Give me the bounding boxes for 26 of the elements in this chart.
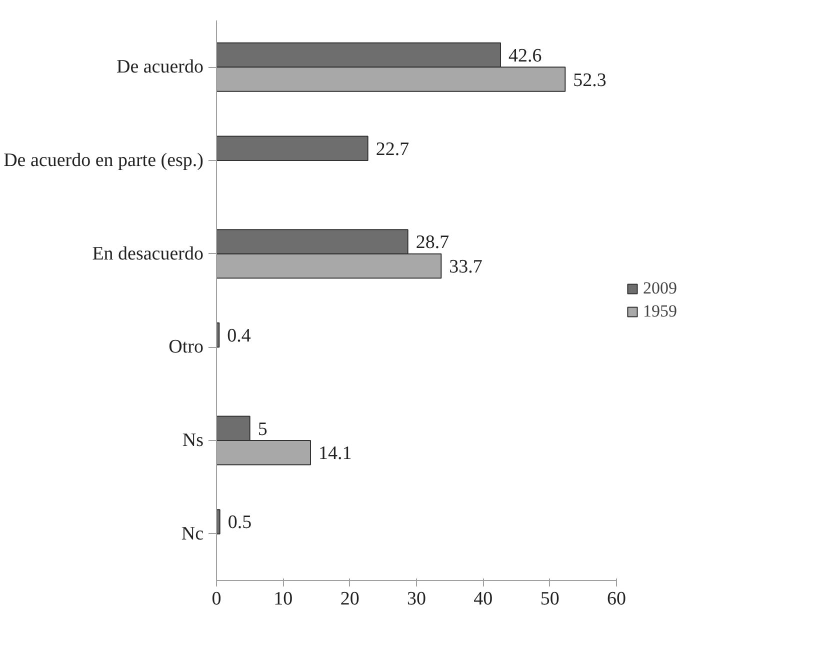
data-label: 22.7 xyxy=(376,138,410,160)
data-label: 0.4 xyxy=(227,326,252,347)
y-tick-label: De acuerdo en parte (esp.) xyxy=(4,150,204,171)
data-label: 42.6 xyxy=(508,46,542,67)
y-tick-label: De acuerdo xyxy=(116,56,204,78)
bar xyxy=(216,136,368,161)
x-tick-label: 50 xyxy=(540,588,560,610)
legend-label: 1959 xyxy=(643,302,677,322)
data-label: 5 xyxy=(258,418,268,440)
x-tick-label: 40 xyxy=(474,588,493,610)
x-tick-label: 0 xyxy=(212,588,222,610)
data-label: 0.5 xyxy=(228,512,252,534)
data-label: 52.3 xyxy=(573,70,606,91)
y-tick-label: Otro xyxy=(168,336,204,358)
x-tick-label: 20 xyxy=(340,588,360,610)
data-label: 28.7 xyxy=(416,232,450,254)
x-tick-label: 10 xyxy=(274,588,293,610)
data-label: 33.7 xyxy=(449,256,482,278)
bar xyxy=(216,509,220,534)
y-tick-label: Ns xyxy=(182,430,204,451)
legend-label: 2009 xyxy=(643,278,677,298)
y-tick-label: En desacuerdo xyxy=(92,243,204,264)
x-tick-label: 30 xyxy=(407,588,426,610)
data-label: 14.1 xyxy=(318,443,352,464)
y-tick-label: Nc xyxy=(181,523,204,544)
x-tick-label: 60 xyxy=(607,588,626,610)
